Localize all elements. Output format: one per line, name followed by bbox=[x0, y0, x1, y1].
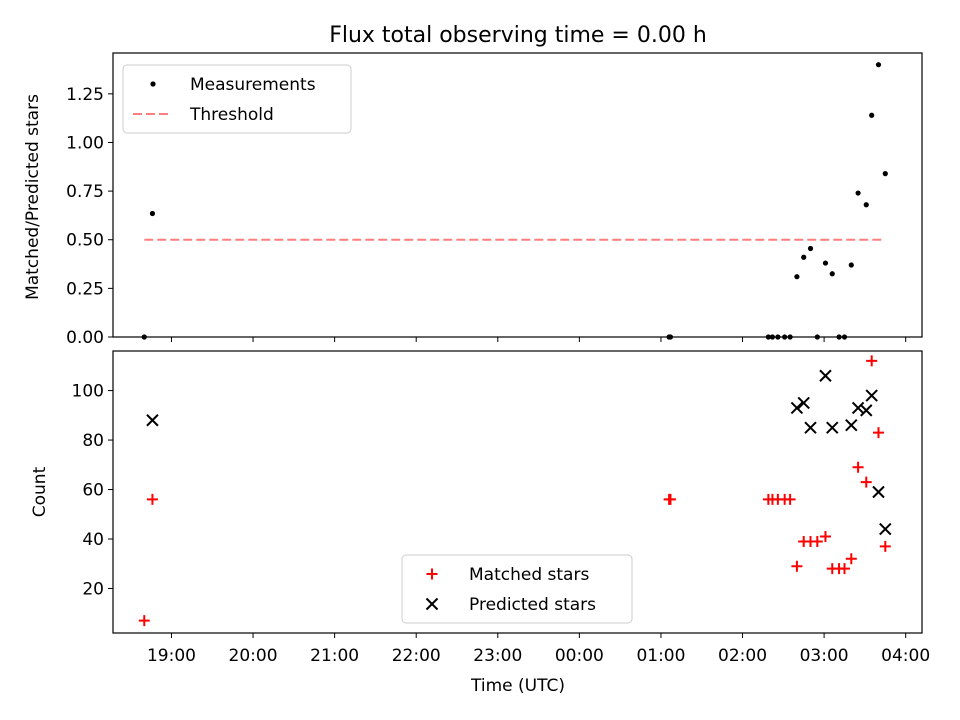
xtick-label: 00:00 bbox=[555, 646, 604, 666]
measurement-point bbox=[807, 245, 814, 252]
xtick-label: 19:00 bbox=[147, 646, 196, 666]
x-axis-label: Time (UTC) bbox=[470, 676, 565, 696]
bottom-ytick-label: 40 bbox=[82, 530, 104, 550]
top-legend-label: Threshold bbox=[189, 105, 274, 125]
top-ytick-label: 0.50 bbox=[66, 231, 104, 251]
matched-stars-point bbox=[819, 531, 831, 543]
measurement-point bbox=[875, 62, 882, 68]
measurement-point bbox=[787, 334, 793, 340]
predicted-stars-point bbox=[860, 404, 873, 417]
xtick-label: 02:00 bbox=[718, 646, 767, 666]
matched-stars-point bbox=[845, 553, 857, 565]
xtick-label: 20:00 bbox=[229, 646, 278, 666]
predicted-stars-point bbox=[865, 389, 878, 402]
measurement-point bbox=[782, 334, 788, 340]
xtick-label: 04:00 bbox=[881, 646, 930, 666]
top-legend-box bbox=[122, 64, 352, 134]
predicted-stars-point bbox=[851, 401, 865, 415]
bottom-ylabel: Count bbox=[30, 466, 50, 517]
xtick-label: 21:00 bbox=[310, 646, 359, 666]
predicted-stars-point bbox=[819, 369, 832, 382]
measurement-point bbox=[848, 262, 854, 268]
bottom-ytick-label: 60 bbox=[82, 481, 104, 501]
predicted-stars-point bbox=[845, 419, 858, 432]
measurement-point bbox=[769, 334, 776, 340]
matched-stars-point bbox=[791, 560, 803, 572]
chart-title: Flux total observing time = 0.00 h bbox=[329, 23, 707, 48]
predicted-stars-point bbox=[872, 485, 885, 499]
matched-stars-point bbox=[872, 427, 884, 439]
bottom-legend-swatch bbox=[425, 597, 439, 611]
measurement-point bbox=[822, 260, 829, 266]
predicted-stars-point bbox=[797, 396, 810, 410]
xtick-label: 03:00 bbox=[800, 646, 849, 666]
matched-stars-point bbox=[879, 540, 891, 552]
xtick-label: 22:00 bbox=[392, 646, 441, 666]
predicted-stars-point bbox=[790, 401, 804, 415]
matched-stars-point bbox=[860, 476, 872, 488]
bottom-ytick-label: 20 bbox=[82, 579, 104, 599]
bottom-ytick-label: 80 bbox=[82, 431, 104, 451]
measurement-point bbox=[869, 112, 875, 118]
top-ytick-label: 1.25 bbox=[66, 85, 104, 105]
top-legend-label: Measurements bbox=[190, 75, 316, 95]
measurement-point bbox=[863, 202, 869, 208]
bottom-legend-swatch bbox=[426, 568, 438, 580]
matched-stars-point bbox=[146, 493, 158, 505]
measurement-point bbox=[794, 274, 800, 280]
measurement-point bbox=[814, 334, 820, 340]
top-ytick-label: 0.75 bbox=[66, 182, 104, 202]
matched-stars-point bbox=[811, 535, 823, 547]
top-ylabel: Matched/Predicted stars bbox=[23, 94, 43, 300]
bottom-legend-label: Matched stars bbox=[469, 565, 589, 585]
measurement-point bbox=[149, 210, 156, 217]
measurement-point bbox=[841, 334, 848, 340]
matched-stars-point bbox=[664, 493, 676, 505]
top-ytick-label: 1.00 bbox=[66, 133, 104, 153]
bottom-legend-label: Predicted stars bbox=[469, 595, 596, 615]
predicted-stars-point bbox=[826, 421, 839, 434]
measurement-point bbox=[836, 334, 842, 340]
xtick-label: 01:00 bbox=[636, 646, 685, 666]
matched-stars-point bbox=[838, 563, 850, 575]
predicted-stars-point bbox=[804, 421, 817, 434]
measurement-point bbox=[829, 271, 835, 277]
top-panel: 0.00 0.25 0.50 0.75 1.00 1.25 Measurements Thre… bbox=[66, 52, 923, 348]
measurement-point bbox=[141, 334, 147, 340]
bottom-legend-box bbox=[401, 554, 633, 624]
measurement-point bbox=[882, 171, 888, 177]
predicted-stars-point bbox=[146, 414, 159, 427]
matched-stars-point bbox=[852, 461, 864, 473]
xtick-label: 23:00 bbox=[473, 646, 522, 666]
predicted-stars-point bbox=[879, 522, 892, 536]
measurement-point bbox=[855, 190, 861, 196]
matched-stars-point bbox=[138, 615, 150, 627]
top-ytick-label: 0.25 bbox=[66, 279, 104, 299]
measurement-point bbox=[775, 334, 781, 340]
bottom-ytick-label: 100 bbox=[72, 382, 104, 402]
top-legend-swatch bbox=[150, 81, 156, 87]
measurement-point bbox=[667, 334, 674, 340]
top-ytick-label: 0.00 bbox=[66, 328, 104, 348]
measurement-point bbox=[801, 254, 807, 260]
bottom-panel: 20 40 60 80 100 19:00 20:00 21:00 22:00 23:00 00:0… bbox=[72, 350, 930, 666]
matched-stars-point bbox=[784, 493, 796, 505]
matched-stars-point bbox=[866, 355, 878, 367]
measurement-point bbox=[765, 334, 771, 340]
